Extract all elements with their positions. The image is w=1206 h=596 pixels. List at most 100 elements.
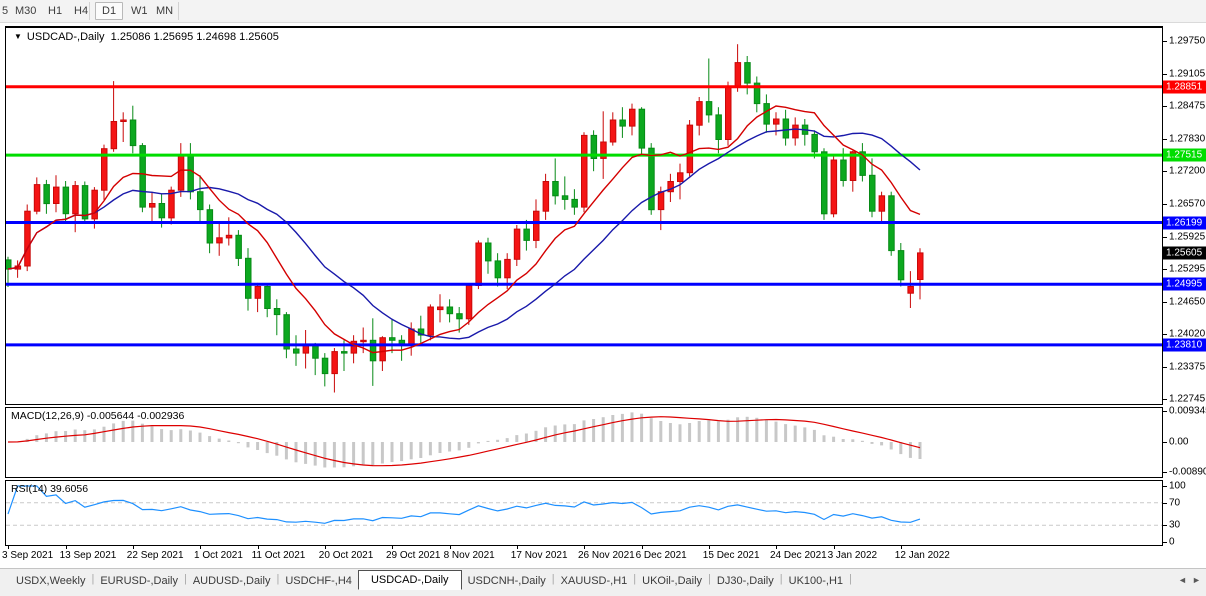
candle-body xyxy=(763,103,770,125)
price-level-badge: 1.24995 xyxy=(1163,277,1206,291)
chart-ohlc-values: 1.25086 1.25695 1.24698 1.25605 xyxy=(110,31,279,43)
price-axis-label: 1.23375 xyxy=(1169,361,1206,373)
timeframe-button-w1[interactable]: W1 xyxy=(131,5,148,17)
price-axis-label: 1.24650 xyxy=(1169,296,1206,308)
candle-body xyxy=(504,258,511,279)
candle-body xyxy=(753,82,761,105)
chart-tab-usdcad-daily[interactable]: USDCAD-,Daily xyxy=(357,570,462,590)
price-axis-label: 1.26570 xyxy=(1169,198,1206,209)
chart-symbol-period: USDCAD-,Daily xyxy=(26,31,105,43)
chart-tab-dj30-daily[interactable]: DJ30-,Daily xyxy=(716,575,774,587)
timeframe-button-h1[interactable]: H1 xyxy=(48,5,63,17)
tab-separator: | xyxy=(551,573,555,585)
tab-scroll-left-arrow[interactable]: ◄ xyxy=(1178,575,1187,585)
chart-tab-xauusd-h1[interactable]: XAUUSD-,H1 xyxy=(560,575,628,587)
candle-body xyxy=(571,198,578,208)
timeframe-toolbar: 5 M30 H1 H4 D1 W1 MN xyxy=(0,0,1206,23)
time-axis-tick xyxy=(8,546,9,549)
price-axis-label: 1.29750 xyxy=(1169,35,1206,47)
candle-body xyxy=(840,159,847,181)
chart-tabs-bar: USDX,Weekly | EURUSD-,Daily | AUDUSD-,Daily |… xyxy=(0,568,1206,596)
price-axis-tick xyxy=(1163,138,1167,140)
price-axis-tick xyxy=(1163,236,1167,238)
price-chart-canvas[interactable] xyxy=(6,28,1162,404)
candle-body xyxy=(350,340,358,354)
macd-canvas xyxy=(7,412,922,468)
candle-body xyxy=(427,306,434,336)
tab-separator: | xyxy=(708,573,711,585)
candle-body xyxy=(283,314,290,350)
chart-tab-audusd-daily[interactable]: AUDUSD-,Daily xyxy=(192,575,271,587)
candle-body xyxy=(6,259,12,270)
collapse-triangle-icon[interactable]: ▼ xyxy=(14,32,22,41)
tab-scroll-right-arrow[interactable]: ► xyxy=(1192,575,1201,585)
current-price-badge: 1.25605 xyxy=(1163,246,1206,260)
candle-body xyxy=(187,155,194,193)
rsi-axis-label: 30 xyxy=(1169,519,1181,531)
candle-body xyxy=(302,344,310,354)
time-axis-label: 3 Sep 2021 xyxy=(2,550,54,561)
chart-tab-usdchf-h4[interactable]: USDCHF-,H4 xyxy=(285,575,352,587)
candle-body xyxy=(782,118,790,139)
candle-body xyxy=(513,228,521,260)
candle-body xyxy=(686,124,694,174)
toolbar-separator xyxy=(89,2,90,20)
chart-tab-uk100-h1[interactable]: UK100-,H1 xyxy=(788,575,844,587)
time-axis-tick xyxy=(257,546,259,549)
chart-tab-usdx-weekly[interactable]: USDX,Weekly xyxy=(16,575,86,587)
rsi-axis-label: 70 xyxy=(1169,497,1181,509)
candle-body xyxy=(245,257,252,299)
ma-fast-line xyxy=(7,105,921,354)
time-axis-label: 6 Dec 2021 xyxy=(635,550,687,561)
time-axis-tick xyxy=(833,546,835,549)
price-level-badge: 1.28851 xyxy=(1163,80,1206,94)
candle-body xyxy=(101,148,108,191)
candle-body xyxy=(533,210,540,241)
tab-separator: | xyxy=(849,573,852,585)
candle-body xyxy=(91,189,98,220)
chart-tab-eurusd-daily[interactable]: EURUSD-,Daily xyxy=(100,575,178,587)
time-axis-tick xyxy=(392,546,393,549)
candle-body xyxy=(379,337,386,362)
candle-body xyxy=(254,286,262,299)
candle-body xyxy=(177,155,185,191)
candle-body xyxy=(849,151,857,182)
chart-tab-ukoil-daily[interactable]: UKOil-,Daily xyxy=(642,575,703,587)
tab-separator: | xyxy=(91,573,95,585)
chart-tab-usdcnh-daily[interactable]: USDCNH-,Daily xyxy=(467,575,546,587)
timeframe-button-mn[interactable]: MN xyxy=(156,5,174,17)
candle-body xyxy=(81,185,89,220)
candle-body xyxy=(581,134,588,208)
price-level-badge: 1.23810 xyxy=(1163,338,1206,352)
candle-body xyxy=(321,357,329,375)
timeframe-button-d1[interactable]: D1 xyxy=(95,2,124,20)
timeframe-button-m30[interactable]: M30 xyxy=(15,5,37,17)
time-axis-tick xyxy=(900,546,902,549)
time-axis-label: 22 Sep 2021 xyxy=(126,550,184,561)
price-axis-tick xyxy=(1163,334,1167,336)
price-axis-label: 1.27200 xyxy=(1169,165,1206,177)
candle-body xyxy=(456,313,463,320)
candle-body xyxy=(590,134,598,160)
candle-body xyxy=(830,159,838,215)
rsi-panel: RSI(14) 39.6056 xyxy=(5,480,1163,546)
macd-signal-line xyxy=(7,416,921,467)
candle-body xyxy=(907,286,914,294)
time-axis-tick xyxy=(516,546,518,549)
candle-body xyxy=(139,145,146,208)
time-axis-label: 8 Nov 2021 xyxy=(443,550,495,561)
rsi-axis-tick xyxy=(1163,525,1167,527)
candle-body xyxy=(331,351,338,375)
price-level-badge: 1.27515 xyxy=(1163,148,1206,162)
chart-title: ▼ USDCAD-,Daily 1.25086 1.25695 1.24698 1… xyxy=(14,31,279,43)
price-axis-tick xyxy=(1163,367,1167,369)
candle-body xyxy=(485,242,492,262)
price-axis-tick xyxy=(1163,171,1167,173)
timeframe-button-h4[interactable]: H4 xyxy=(74,5,89,17)
time-axis-label: 17 Nov 2021 xyxy=(510,550,568,561)
timeframe-button-5[interactable]: 5 xyxy=(2,5,9,17)
candle-body xyxy=(821,151,828,215)
candle-body xyxy=(619,119,626,127)
price-axis-label: 1.25295 xyxy=(1169,263,1206,275)
time-axis-label: 26 Nov 2021 xyxy=(578,550,635,561)
